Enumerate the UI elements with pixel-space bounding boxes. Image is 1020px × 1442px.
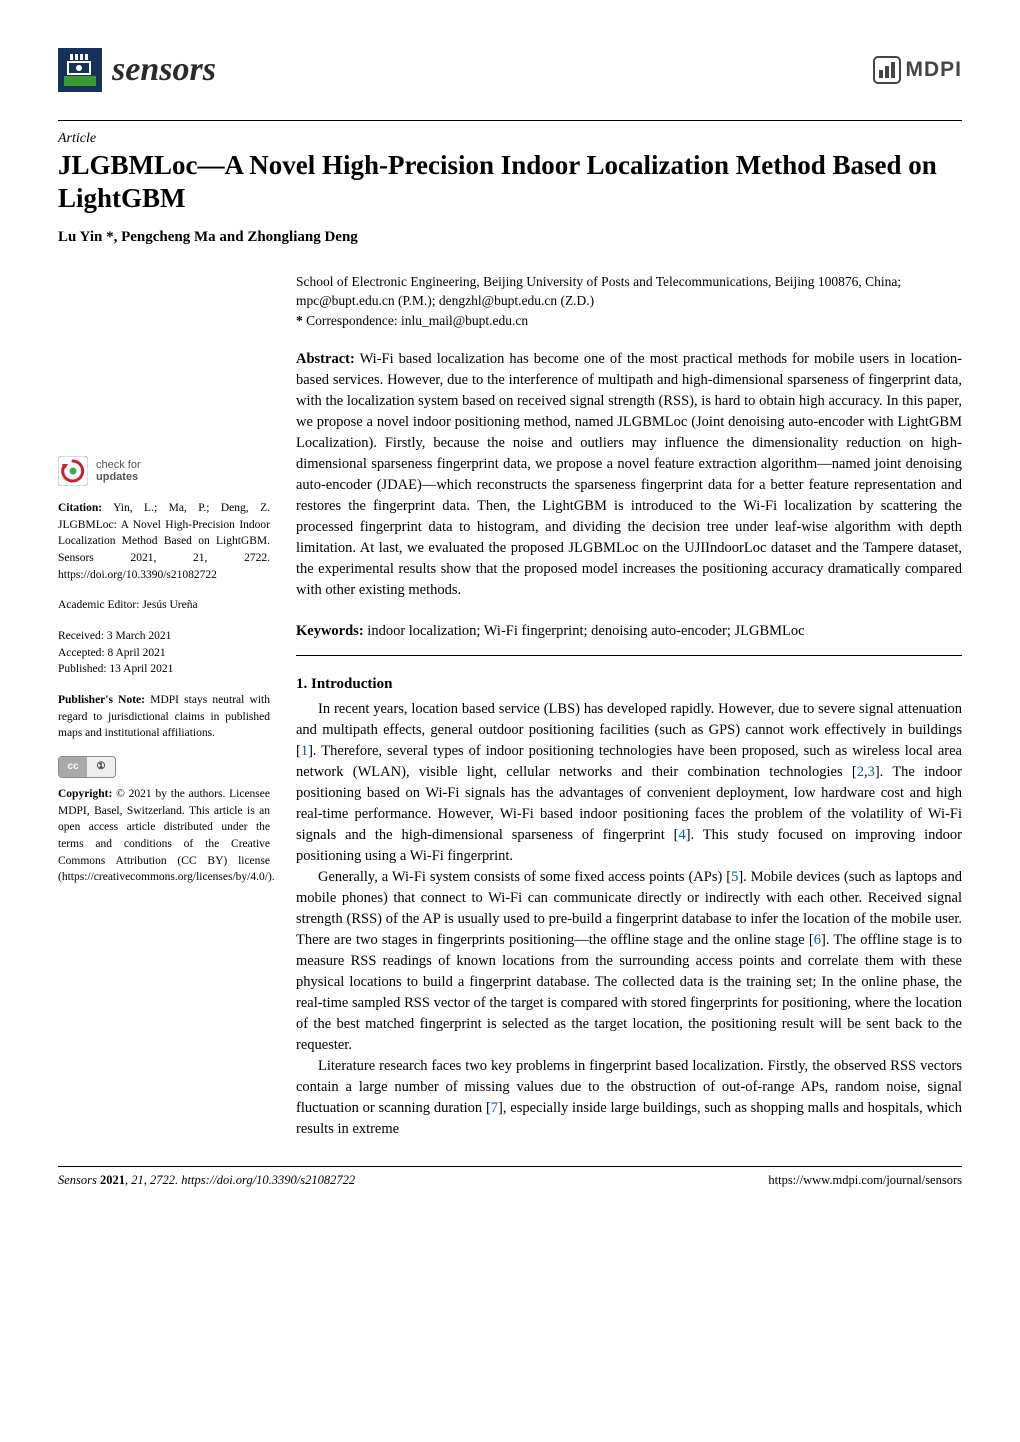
journal-name: sensors (112, 51, 216, 89)
cc-badge-row: cc ① (58, 756, 270, 778)
p2a: Generally, a Wi-Fi system consists of so… (318, 869, 731, 885)
two-column-layout: check for updates Citation: Yin, L.; Ma,… (58, 272, 962, 1140)
affiliation: School of Electronic Engineering, Beijin… (296, 272, 962, 311)
publishers-note-label: Publisher's Note: (58, 694, 145, 706)
dates-block: Received: 3 March 2021 Accepted: 8 April… (58, 628, 270, 678)
correspondence: * Correspondence: inlu_mail@bupt.edu.cn (296, 313, 962, 329)
cc-by: ① (87, 757, 115, 777)
abstract-text: Wi-Fi based localization has become one … (296, 351, 962, 598)
editor-label: Academic Editor: (58, 599, 139, 611)
corr-text: Correspondence: inlu_mail@bupt.edu.cn (306, 313, 528, 328)
footer-url[interactable]: https://www.mdpi.com/journal/sensors (768, 1173, 962, 1187)
intro-para-1: In recent years, location based service … (296, 699, 962, 867)
cite-4[interactable]: 4 (678, 827, 685, 843)
citation-label: Citation: (58, 502, 102, 514)
check-for-updates[interactable]: check for updates (58, 456, 270, 486)
check-line1: check for (96, 459, 141, 471)
journal-logo: sensors (58, 48, 216, 92)
mdpi-text: MDPI (906, 58, 963, 82)
editor-block: Academic Editor: Jesús Ureña (58, 597, 270, 614)
p2c: ]. The offline stage is to measure RSS r… (296, 932, 962, 1053)
date-published: Published: 13 April 2021 (58, 661, 270, 678)
citation-block: Citation: Yin, L.; Ma, P.; Deng, Z. JLGB… (58, 500, 270, 583)
keywords-label: Keywords: (296, 623, 364, 639)
main-column: School of Electronic Engineering, Beijin… (296, 272, 962, 1140)
section-1-heading: 1. Introduction (296, 676, 962, 693)
footer-right: https://www.mdpi.com/journal/sensors (768, 1173, 962, 1188)
footer-year-bold: 2021 (100, 1173, 125, 1187)
abstract-block: Abstract: Wi-Fi based localization has b… (296, 349, 962, 601)
copyright-label: Copyright: (58, 788, 112, 800)
sidebar-column: check for updates Citation: Yin, L.; Ma,… (58, 272, 270, 1140)
cite-6[interactable]: 6 (814, 932, 821, 948)
check-updates-icon (58, 456, 88, 486)
date-received: Received: 3 March 2021 (58, 628, 270, 645)
article-type: Article (58, 131, 962, 147)
sensors-icon (58, 48, 102, 92)
abstract-label: Abstract: (296, 351, 355, 367)
intro-para-3: Literature research faces two key proble… (296, 1056, 962, 1140)
keywords-text: indoor localization; Wi-Fi fingerprint; … (367, 623, 804, 639)
footer-journal-italic: Sensors (58, 1173, 100, 1187)
page-root: sensors MDPI Article JLGBMLoc—A Novel Hi… (0, 0, 1020, 1216)
publishers-note-block: Publisher's Note: MDPI stays neutral wit… (58, 692, 270, 742)
article-title: JLGBMLoc—A Novel High-Precision Indoor L… (58, 149, 962, 215)
check-line2: updates (96, 471, 141, 483)
date-accepted: Accepted: 8 April 2021 (58, 645, 270, 662)
article-authors: Lu Yin *, Pengcheng Ma and Zhongliang De… (58, 229, 962, 246)
page-footer: Sensors 2021, 21, 2722. https://doi.org/… (58, 1166, 962, 1188)
keywords-block: Keywords: indoor localization; Wi-Fi fin… (296, 621, 962, 643)
cite-7[interactable]: 7 (491, 1100, 498, 1116)
footer-left: Sensors 2021, 21, 2722. https://doi.org/… (58, 1173, 355, 1188)
cc-cc: cc (59, 757, 87, 777)
intro-para-2: Generally, a Wi-Fi system consists of so… (296, 867, 962, 1056)
check-updates-text: check for updates (96, 459, 141, 483)
corr-star: * (296, 313, 303, 328)
copyright-text: © 2021 by the authors. Licensee MDPI, Ba… (58, 788, 275, 883)
cc-by-icon: cc ① (58, 756, 116, 778)
mdpi-icon (873, 56, 901, 84)
cite-3[interactable]: 3 (868, 764, 875, 780)
rule-after-keywords (296, 655, 962, 656)
footer-rest: , 21, 2722. https://doi.org/10.3390/s210… (125, 1173, 355, 1187)
editor-text: Jesús Ureña (139, 599, 197, 611)
rule-top (58, 120, 962, 121)
copyright-block: Copyright: © 2021 by the authors. Licens… (58, 786, 270, 886)
cite-2[interactable]: 2 (857, 764, 864, 780)
header-row: sensors MDPI (58, 48, 962, 92)
mdpi-logo: MDPI (873, 56, 963, 84)
cite-1[interactable]: 1 (301, 743, 308, 759)
